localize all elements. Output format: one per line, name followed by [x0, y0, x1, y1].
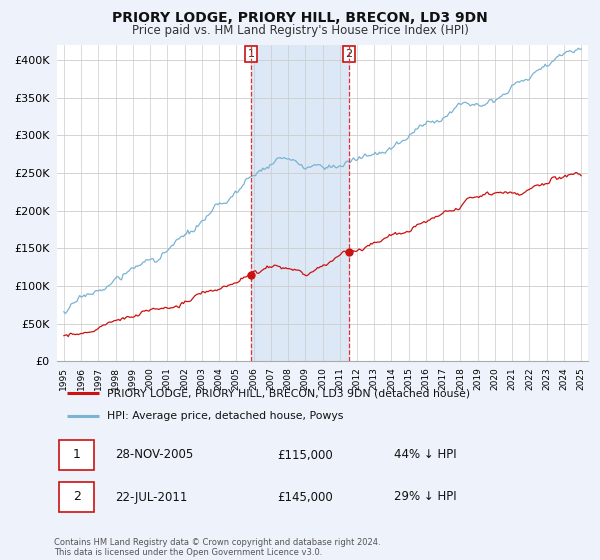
- Text: 22-JUL-2011: 22-JUL-2011: [115, 491, 187, 503]
- Text: Contains HM Land Registry data © Crown copyright and database right 2024.
This d: Contains HM Land Registry data © Crown c…: [54, 538, 380, 557]
- FancyBboxPatch shape: [59, 440, 94, 470]
- Text: £145,000: £145,000: [277, 491, 333, 503]
- FancyBboxPatch shape: [59, 482, 94, 512]
- Text: PRIORY LODGE, PRIORY HILL, BRECON, LD3 9DN (detached house): PRIORY LODGE, PRIORY HILL, BRECON, LD3 9…: [107, 388, 470, 398]
- Text: 1: 1: [73, 449, 81, 461]
- Text: 1: 1: [248, 49, 254, 59]
- Text: PRIORY LODGE, PRIORY HILL, BRECON, LD3 9DN: PRIORY LODGE, PRIORY HILL, BRECON, LD3 9…: [112, 11, 488, 25]
- Bar: [251, 45, 349, 361]
- Text: 44% ↓ HPI: 44% ↓ HPI: [394, 449, 457, 461]
- Text: 2: 2: [346, 49, 353, 59]
- Text: 29% ↓ HPI: 29% ↓ HPI: [394, 491, 457, 503]
- Text: HPI: Average price, detached house, Powys: HPI: Average price, detached house, Powy…: [107, 411, 343, 421]
- Text: 2: 2: [73, 491, 81, 503]
- Text: Price paid vs. HM Land Registry's House Price Index (HPI): Price paid vs. HM Land Registry's House …: [131, 24, 469, 36]
- Text: 28-NOV-2005: 28-NOV-2005: [115, 449, 193, 461]
- Text: £115,000: £115,000: [277, 449, 333, 461]
